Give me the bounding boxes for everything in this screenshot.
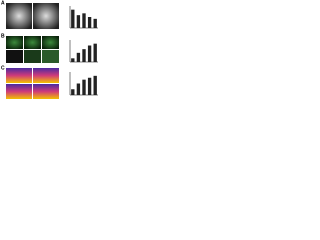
bar (93, 18, 97, 28)
bar (82, 13, 86, 28)
figure: A B C (1, 0, 98, 99)
bar (87, 77, 92, 95)
bar (87, 17, 92, 28)
panel-label: B (1, 33, 5, 39)
bar (82, 79, 86, 95)
bar (87, 45, 92, 62)
bar (82, 49, 86, 62)
panel-a-images (6, 3, 59, 29)
bar (93, 43, 97, 62)
bar (93, 75, 97, 95)
bar (71, 9, 75, 28)
bar (71, 89, 75, 95)
panel-label: A (1, 0, 5, 6)
panel-b-images (6, 36, 59, 63)
bar (76, 83, 81, 95)
panel-c-images (6, 68, 59, 99)
bar (76, 52, 81, 62)
bar (71, 58, 75, 62)
bar (76, 15, 81, 28)
panel-label: C (1, 65, 5, 71)
